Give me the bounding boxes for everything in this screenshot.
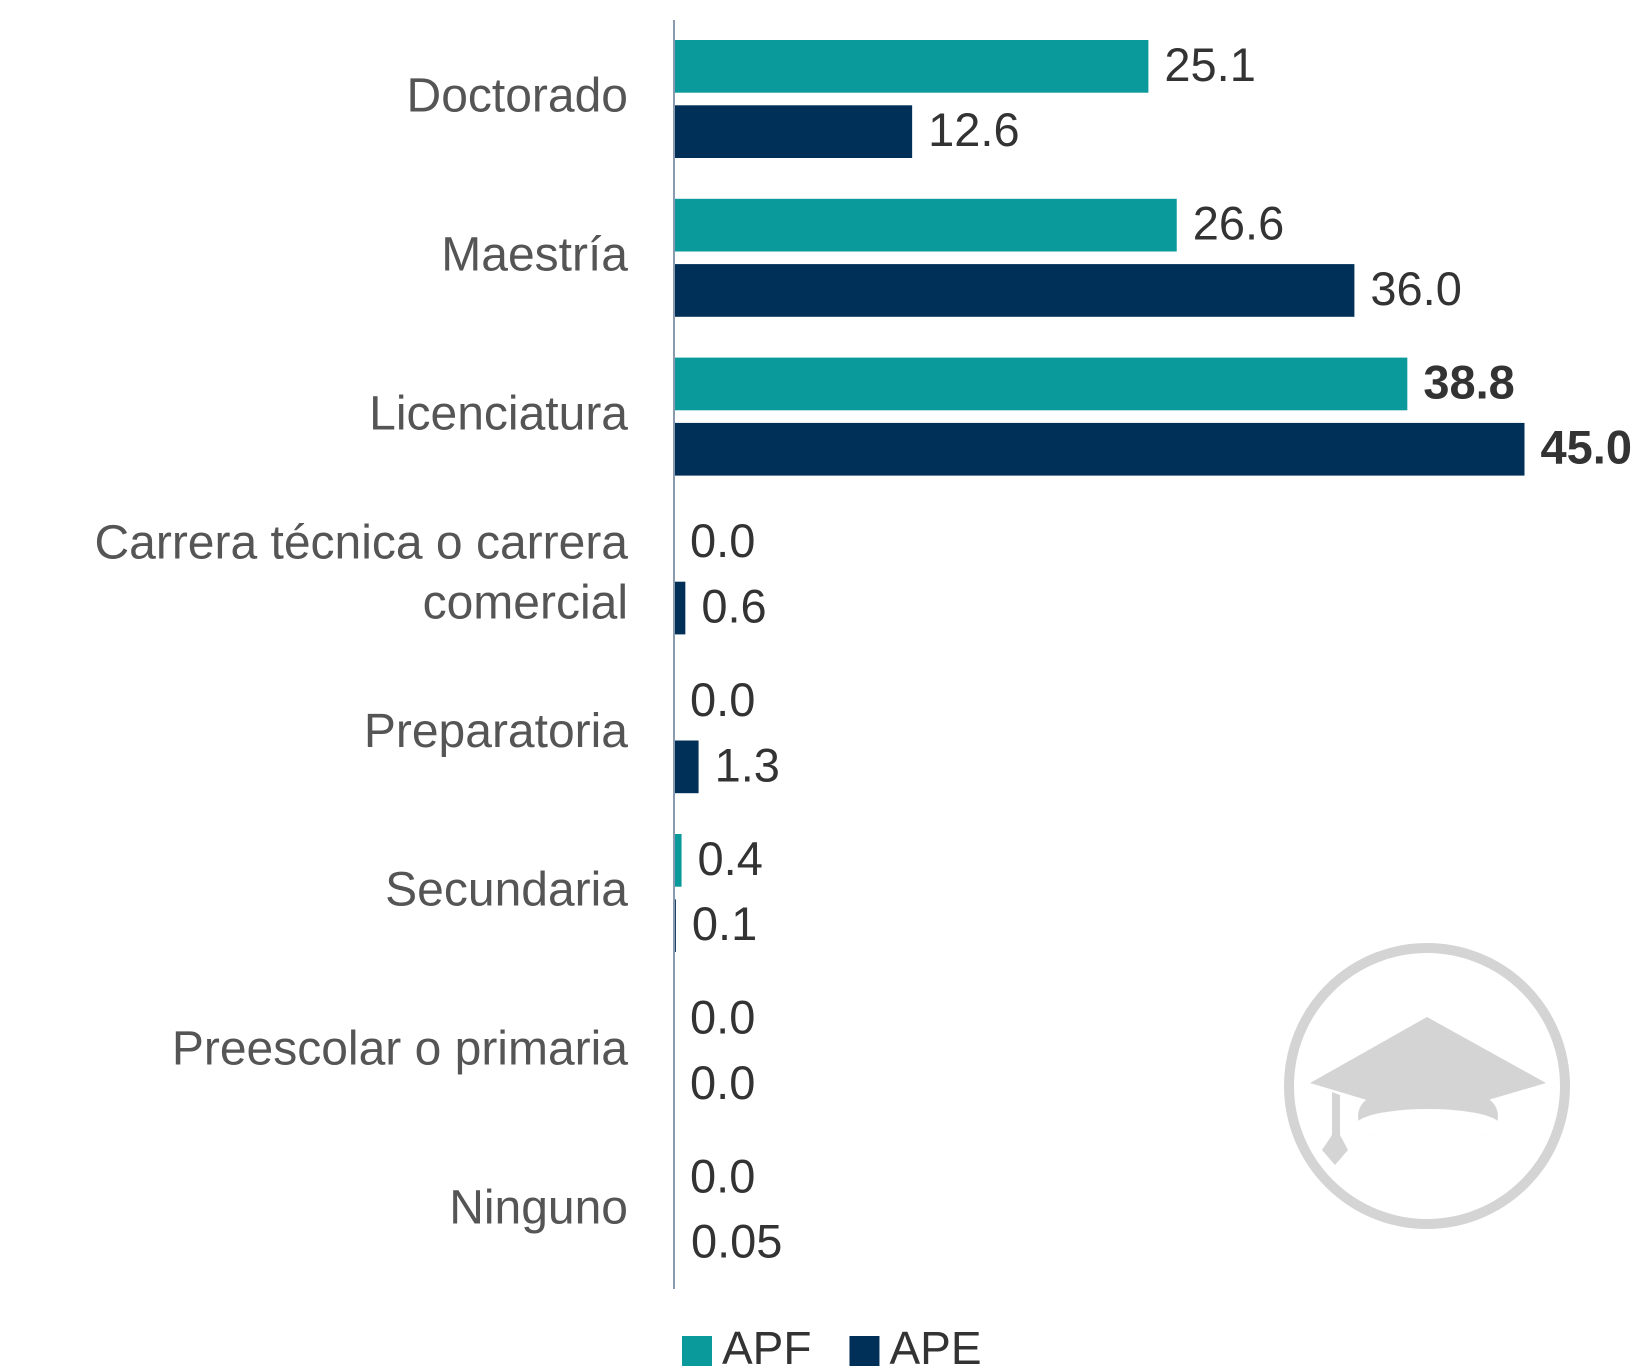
data-label: 0.0 — [690, 1056, 755, 1109]
data-label: 26.6 — [1193, 197, 1284, 250]
legend-swatch — [849, 1336, 880, 1366]
bar — [674, 357, 1408, 411]
y-tick-label: Doctorado — [407, 70, 628, 123]
bar — [674, 581, 686, 635]
y-tick-label: Preparatoria — [364, 705, 628, 758]
data-label: 0.4 — [698, 832, 763, 885]
data-label: 0.0 — [690, 991, 755, 1044]
data-label: 45.0 — [1541, 421, 1632, 474]
y-tick-label: Maestría — [441, 228, 628, 281]
bar — [674, 740, 699, 794]
data-label: 1.3 — [715, 738, 780, 791]
legend-label: APE — [889, 1322, 981, 1371]
legend-swatch — [682, 1336, 712, 1366]
data-label: 12.6 — [928, 103, 1019, 156]
y-tick-label: Secundaria — [385, 864, 628, 917]
data-label: 25.1 — [1164, 38, 1255, 91]
bar — [674, 40, 1149, 93]
y-tick-label: Preescolar o primaria — [172, 1022, 628, 1075]
data-label: 36.0 — [1370, 262, 1461, 315]
data-label: 38.8 — [1423, 355, 1514, 408]
data-label: 0.0 — [690, 1149, 755, 1202]
bar — [674, 422, 1525, 476]
data-label: 0.0 — [690, 673, 755, 726]
bar — [674, 834, 682, 887]
data-label: 0.0 — [690, 514, 755, 567]
bar — [674, 264, 1355, 317]
y-tick-label: Carrera técnica o carrera comercial — [94, 516, 628, 629]
legend-label: APF — [722, 1322, 811, 1371]
data-label: 0.6 — [701, 579, 766, 632]
watermark-logo — [1284, 943, 1570, 1229]
bar — [674, 198, 1177, 252]
data-label: 0.05 — [691, 1215, 782, 1268]
y-tick-label: Ninguno — [449, 1181, 628, 1234]
data-label: 0.1 — [692, 897, 757, 950]
bar — [674, 105, 913, 158]
y-tick-label: Licenciatura — [369, 387, 628, 440]
